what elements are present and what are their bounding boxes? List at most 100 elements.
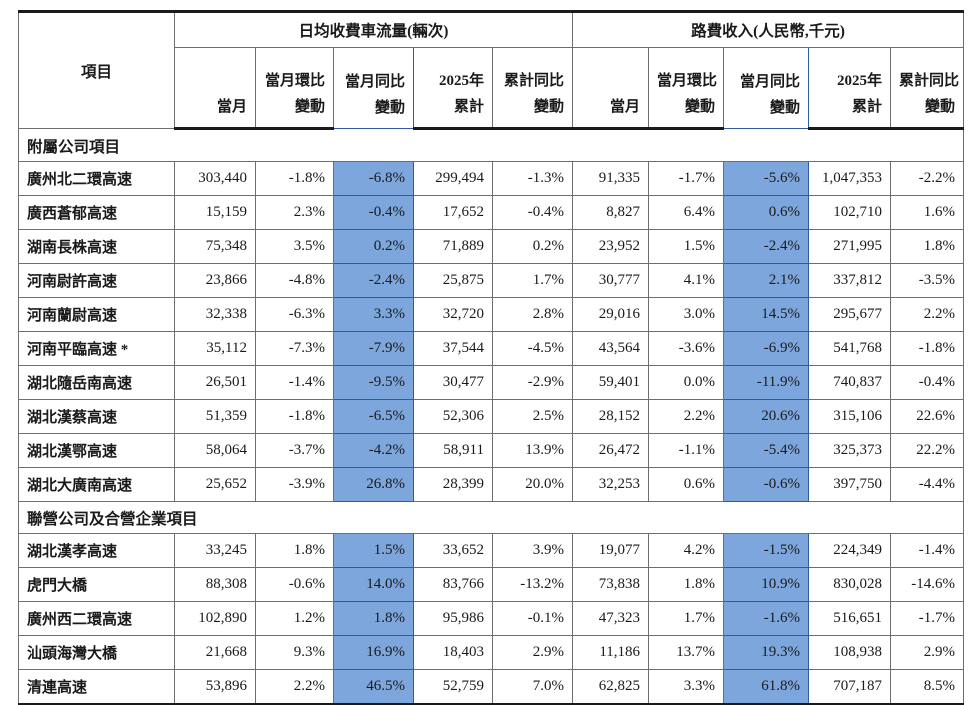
revenue-value-2: 10.9%	[723, 567, 810, 602]
section-title: 聯營公司及合營企業項目	[17, 501, 965, 534]
project-name: 湖北漢蔡高速	[18, 399, 175, 434]
traffic-value-1: 2.2%	[255, 669, 334, 705]
revenue-value-3: 325,373	[808, 433, 892, 468]
traffic-value-3: 30,477	[413, 365, 493, 400]
revenue-value-3: 397,750	[808, 467, 892, 502]
traffic-value-2: -6.8%	[333, 161, 414, 196]
project-name: 河南平臨高速 *	[18, 331, 175, 366]
revenue-value-1: 1.7%	[648, 601, 725, 636]
traffic-value-4: 3.9%	[491, 533, 574, 568]
traffic-value-0: 102,890	[174, 601, 256, 636]
traffic-value-4: 20.0%	[491, 467, 574, 502]
column-header-traffic-3: 2025年 累計	[413, 47, 493, 130]
column-header-revenue-0: 當月	[572, 47, 650, 130]
traffic-value-4: 0.2%	[491, 229, 574, 264]
traffic-value-4: 2.5%	[491, 399, 574, 434]
traffic-value-0: 33,245	[174, 533, 256, 568]
project-name: 河南蘭尉高速	[18, 297, 175, 332]
traffic-value-3: 52,759	[413, 669, 493, 705]
traffic-value-0: 21,668	[174, 635, 256, 670]
revenue-value-4: -2.2%	[890, 161, 965, 196]
revenue-value-2: 61.8%	[723, 669, 810, 705]
traffic-value-0: 15,159	[174, 195, 256, 230]
revenue-value-2: -0.6%	[723, 467, 810, 502]
column-header-traffic-1: 當月環比 變動	[255, 47, 334, 130]
revenue-value-4: -14.6%	[890, 567, 965, 602]
revenue-value-3: 1,047,353	[808, 161, 892, 196]
revenue-value-2: -1.6%	[723, 601, 810, 636]
traffic-value-0: 32,338	[174, 297, 256, 332]
traffic-value-2: -2.4%	[333, 263, 414, 298]
traffic-value-3: 52,306	[413, 399, 493, 434]
project-name: 廣西蒼郁高速	[18, 195, 175, 230]
revenue-value-1: 1.5%	[648, 229, 725, 264]
traffic-value-0: 58,064	[174, 433, 256, 468]
traffic-value-2: 14.0%	[333, 567, 414, 602]
column-header-traffic-0: 當月	[174, 47, 256, 130]
project-name: 廣州西二環高速	[18, 601, 175, 636]
traffic-value-2: 3.3%	[333, 297, 414, 332]
traffic-value-2: -6.5%	[333, 399, 414, 434]
traffic-value-0: 26,501	[174, 365, 256, 400]
traffic-value-3: 17,652	[413, 195, 493, 230]
revenue-value-4: -4.4%	[890, 467, 965, 502]
table-row: 河南蘭尉高速 32,338 -6.3% 3.3% 32,720 2.8% 29,016 3.0…	[18, 297, 965, 332]
traffic-value-4: -0.1%	[491, 601, 574, 636]
group-header-row: 項目 日均收費車流量(輛次) 路費收入(人民幣,千元)	[18, 11, 965, 129]
table-row: 河南平臨高速 * 35,112 -7.3% -7.9% 37,544 -4.5% 43,56…	[18, 331, 965, 366]
traffic-value-0: 25,652	[174, 467, 256, 502]
table-row: 虎門大橋 88,308 -0.6% 14.0% 83,766 -13.2% 73,838 1.…	[18, 567, 965, 602]
traffic-value-0: 35,112	[174, 331, 256, 366]
revenue-value-4: 2.2%	[890, 297, 965, 332]
section-header-row: 附屬公司項目	[17, 128, 965, 162]
revenue-value-0: 43,564	[572, 331, 650, 366]
revenue-value-2: 0.6%	[723, 195, 810, 230]
table-body: 附屬公司項目 廣州北二環高速 303,440 -1.8% -6.8% 299,494 -1.…	[17, 128, 965, 705]
revenue-value-4: 22.6%	[890, 399, 965, 434]
revenue-value-0: 30,777	[572, 263, 650, 298]
revenue-value-1: 2.2%	[648, 399, 725, 434]
revenue-value-0: 73,838	[572, 567, 650, 602]
table-row: 湖北漢蔡高速 51,359 -1.8% -6.5% 52,306 2.5% 28,152 2.…	[18, 399, 965, 434]
revenue-value-4: 1.8%	[890, 229, 965, 264]
traffic-value-2: -7.9%	[333, 331, 414, 366]
traffic-value-3: 32,720	[413, 297, 493, 332]
traffic-value-3: 95,986	[413, 601, 493, 636]
traffic-value-3: 58,911	[413, 433, 493, 468]
table-row: 湖北漢孝高速 33,245 1.8% 1.5% 33,652 3.9% 19,077 4.2%…	[18, 533, 965, 568]
revenue-value-1: 4.2%	[648, 533, 725, 568]
revenue-value-0: 11,186	[572, 635, 650, 670]
table-row: 廣州北二環高速 303,440 -1.8% -6.8% 299,494 -1.3% 91,3…	[18, 161, 965, 196]
revenue-value-2: 20.6%	[723, 399, 810, 434]
column-header-revenue-3: 2025年 累計	[808, 47, 892, 130]
revenue-value-1: -1.1%	[648, 433, 725, 468]
table-row: 廣州西二環高速 102,890 1.2% 1.8% 95,986 -0.1% 47,323 1…	[18, 601, 965, 636]
revenue-value-3: 541,768	[808, 331, 892, 366]
column-header-traffic-4: 累計同比 變動	[491, 47, 574, 130]
revenue-value-3: 224,349	[808, 533, 892, 568]
traffic-value-1: -6.3%	[255, 297, 334, 332]
revenue-value-3: 740,837	[808, 365, 892, 400]
revenue-value-1: 0.6%	[648, 467, 725, 502]
group-title-revenue: 路費收入(人民幣,千元)	[572, 11, 965, 48]
revenue-value-2: -11.9%	[723, 365, 810, 400]
revenue-value-0: 23,952	[572, 229, 650, 264]
revenue-value-1: 1.8%	[648, 567, 725, 602]
project-name: 汕頭海灣大橋	[18, 635, 175, 670]
project-name: 河南尉許高速	[18, 263, 175, 298]
traffic-value-0: 53,896	[174, 669, 256, 705]
traffic-value-3: 71,889	[413, 229, 493, 264]
traffic-value-1: 3.5%	[255, 229, 334, 264]
revenue-value-2: -5.6%	[723, 161, 810, 196]
traffic-value-1: -4.8%	[255, 263, 334, 298]
revenue-value-0: 32,253	[572, 467, 650, 502]
revenue-value-4: 22.2%	[890, 433, 965, 468]
traffic-value-2: -9.5%	[333, 365, 414, 400]
revenue-value-3: 108,938	[808, 635, 892, 670]
table-row: 湖南長株高速 75,348 3.5% 0.2% 71,889 0.2% 23,952 1.5%…	[18, 229, 965, 264]
traffic-value-1: -3.7%	[255, 433, 334, 468]
revenue-value-1: 6.4%	[648, 195, 725, 230]
revenue-value-0: 19,077	[572, 533, 650, 568]
traffic-value-4: -0.4%	[491, 195, 574, 230]
revenue-value-1: 3.3%	[648, 669, 725, 705]
